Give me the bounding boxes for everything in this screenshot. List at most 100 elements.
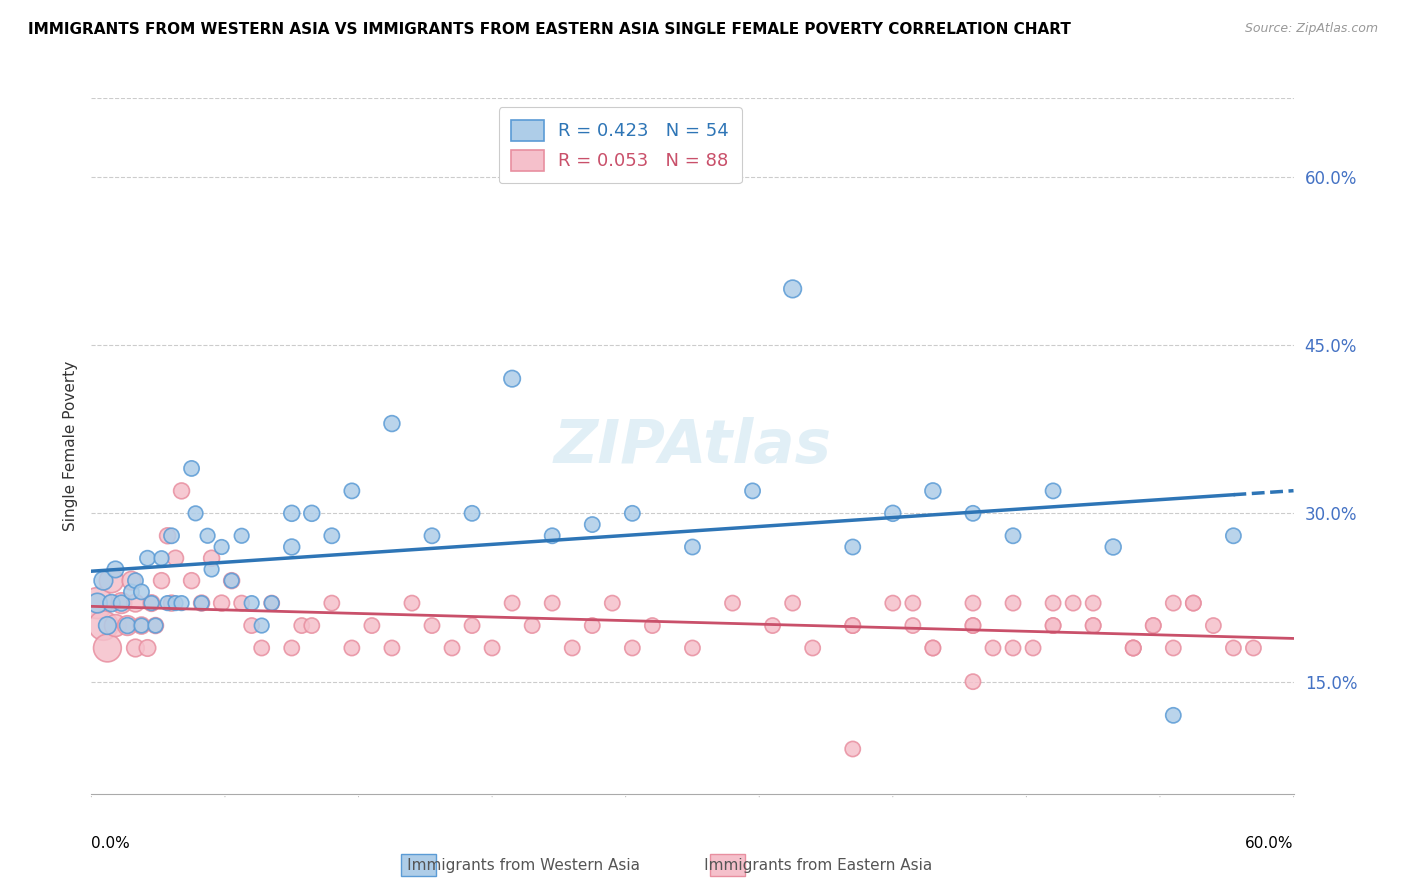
Point <box>156 529 179 543</box>
Point <box>782 282 804 296</box>
Point <box>124 640 146 655</box>
Point <box>260 596 283 610</box>
Point <box>1042 596 1064 610</box>
Text: 60.0%: 60.0% <box>1246 836 1294 851</box>
Point <box>250 640 273 655</box>
Point <box>281 506 304 520</box>
Point <box>96 640 118 655</box>
Point <box>962 596 984 610</box>
Point <box>211 540 233 554</box>
FancyBboxPatch shape <box>401 854 436 876</box>
Point <box>231 529 253 543</box>
Point <box>201 551 224 566</box>
Point <box>461 618 484 632</box>
Point <box>1182 596 1205 610</box>
Point <box>922 640 945 655</box>
Point <box>621 506 644 520</box>
Point <box>197 529 219 543</box>
Point <box>110 596 132 610</box>
Point <box>301 506 323 520</box>
Point <box>420 618 443 632</box>
Point <box>150 551 173 566</box>
Point <box>1163 596 1185 610</box>
Point <box>96 618 118 632</box>
Point <box>165 596 187 610</box>
Point <box>145 618 167 632</box>
Point <box>522 618 544 632</box>
Point <box>141 596 163 610</box>
Point <box>882 596 904 610</box>
Point <box>360 618 382 632</box>
Point <box>741 483 763 498</box>
Point <box>250 618 273 632</box>
Point <box>291 618 314 632</box>
Point <box>541 529 564 543</box>
Point <box>1243 640 1265 655</box>
Point <box>131 585 153 599</box>
Point <box>1001 529 1024 543</box>
Point <box>922 483 945 498</box>
Point <box>561 640 583 655</box>
Point <box>1022 640 1045 655</box>
Point <box>1122 640 1144 655</box>
FancyBboxPatch shape <box>710 854 745 876</box>
Point <box>121 574 143 588</box>
Point <box>240 618 263 632</box>
Point <box>156 596 179 610</box>
Point <box>981 640 1004 655</box>
Point <box>1042 618 1064 632</box>
Point <box>86 596 108 610</box>
Point <box>581 618 603 632</box>
Point <box>131 618 153 632</box>
Point <box>1001 640 1024 655</box>
Point <box>117 618 139 632</box>
Point <box>211 596 233 610</box>
Point <box>1083 596 1105 610</box>
Legend: R = 0.423   N = 54, R = 0.053   N = 88: R = 0.423 N = 54, R = 0.053 N = 88 <box>499 107 742 183</box>
Point <box>901 618 924 632</box>
Point <box>1142 618 1164 632</box>
Point <box>93 618 115 632</box>
Point <box>1122 640 1144 655</box>
Point <box>124 596 146 610</box>
Point <box>231 596 253 610</box>
Point <box>136 551 159 566</box>
Point <box>281 640 304 655</box>
Point <box>1163 640 1185 655</box>
Point <box>100 596 122 610</box>
Point <box>401 596 423 610</box>
Point <box>501 372 523 386</box>
Point <box>841 618 863 632</box>
Text: IMMIGRANTS FROM WESTERN ASIA VS IMMIGRANTS FROM EASTERN ASIA SINGLE FEMALE POVER: IMMIGRANTS FROM WESTERN ASIA VS IMMIGRAN… <box>28 22 1071 37</box>
Point <box>86 596 108 610</box>
Point <box>321 596 343 610</box>
Point <box>841 618 863 632</box>
Point <box>110 596 132 610</box>
Point <box>541 596 564 610</box>
Text: Immigrants from Western Asia: Immigrants from Western Asia <box>373 858 640 872</box>
Point <box>420 529 443 543</box>
Point <box>180 461 202 475</box>
Point <box>381 640 404 655</box>
Point <box>160 596 183 610</box>
Point <box>165 551 187 566</box>
Point <box>681 640 703 655</box>
Point <box>190 596 212 610</box>
Point <box>117 618 139 632</box>
Point <box>962 618 984 632</box>
Point <box>136 640 159 655</box>
Point <box>340 640 363 655</box>
Point <box>1222 529 1244 543</box>
Point <box>1062 596 1084 610</box>
Point <box>340 483 363 498</box>
Point <box>602 596 624 610</box>
Point <box>104 618 127 632</box>
Point <box>581 517 603 532</box>
Point <box>104 562 127 576</box>
Point <box>184 506 207 520</box>
Point <box>841 742 863 756</box>
Point <box>201 562 224 576</box>
Point <box>782 596 804 610</box>
Text: 0.0%: 0.0% <box>91 836 131 851</box>
Point <box>180 574 202 588</box>
